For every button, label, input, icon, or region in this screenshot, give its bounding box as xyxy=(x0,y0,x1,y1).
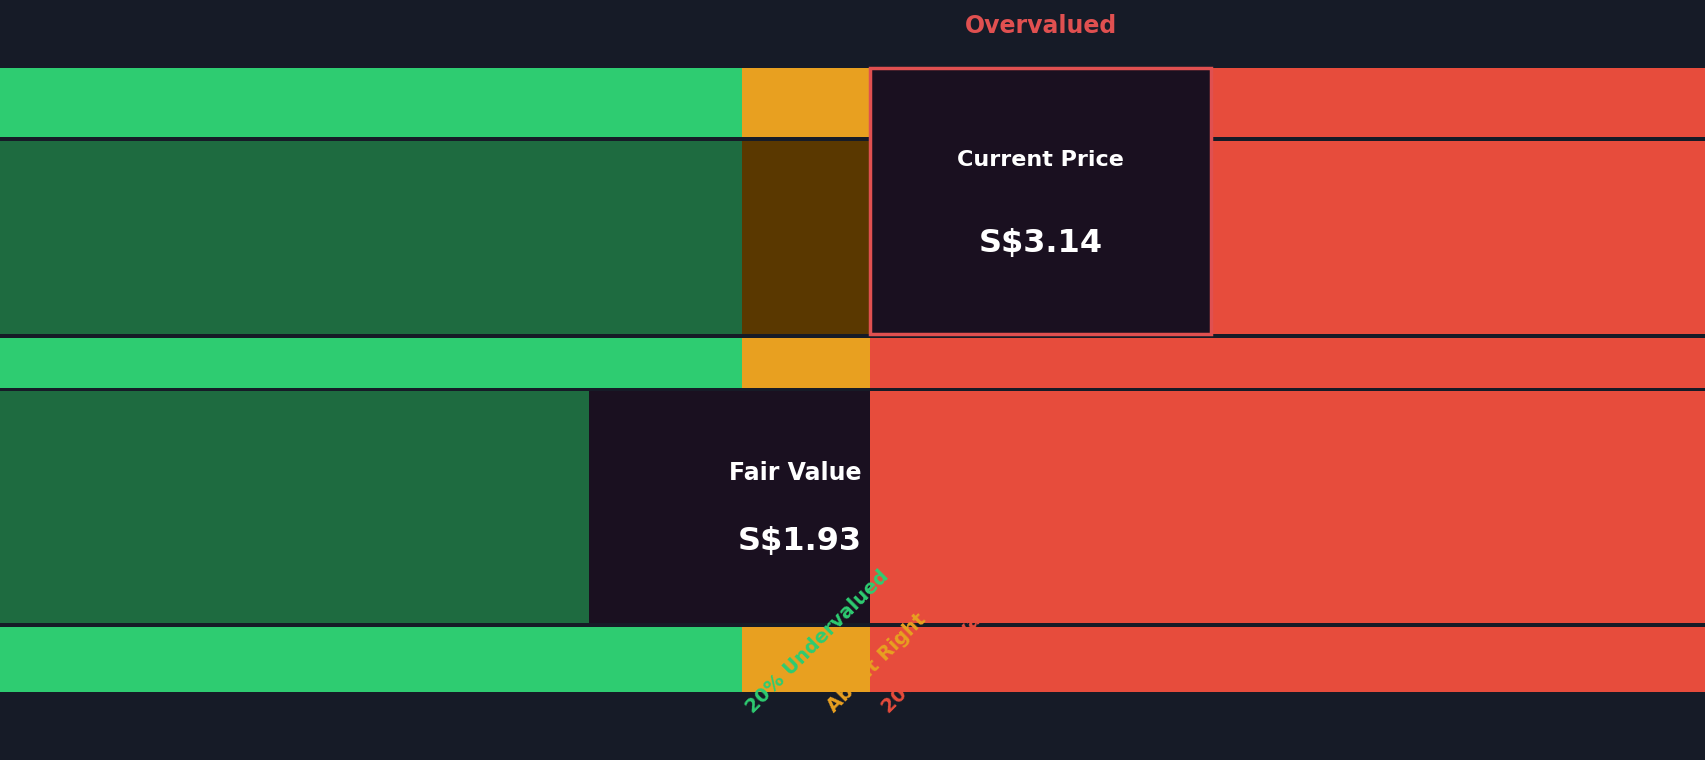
Bar xyxy=(0,141,742,334)
Text: S$3.14: S$3.14 xyxy=(979,228,1101,258)
Text: About Right: About Right xyxy=(824,610,929,717)
Bar xyxy=(870,627,1705,692)
Bar xyxy=(0,627,742,692)
Text: 20% Overvalued: 20% Overvalued xyxy=(878,576,1018,717)
Bar xyxy=(870,68,1705,137)
Bar xyxy=(0,338,742,388)
Bar xyxy=(0,68,742,137)
Bar xyxy=(742,338,870,388)
Text: 20% Undervalued: 20% Undervalued xyxy=(742,566,892,717)
Bar xyxy=(870,338,1705,388)
Bar xyxy=(742,141,870,334)
Bar xyxy=(742,627,870,692)
Text: Current Price: Current Price xyxy=(957,150,1124,169)
Text: S$1.93: S$1.93 xyxy=(737,526,861,557)
Bar xyxy=(742,68,870,137)
Bar xyxy=(588,391,870,623)
Bar xyxy=(742,391,870,623)
Bar xyxy=(870,391,1705,623)
Text: Fair Value: Fair Value xyxy=(728,461,861,485)
Bar xyxy=(870,141,1705,334)
Bar xyxy=(0,391,742,623)
Bar xyxy=(870,68,1211,334)
Text: Overvalued: Overvalued xyxy=(963,14,1117,38)
